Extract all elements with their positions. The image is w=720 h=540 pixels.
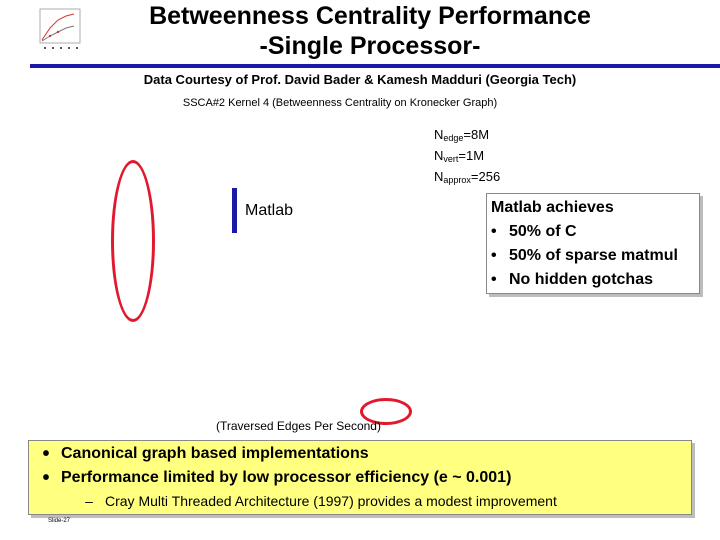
highlight-oval-bottom <box>360 398 412 425</box>
slide-title-line-1: Betweenness Centrality Performance <box>149 2 591 30</box>
data-courtesy-text: Data Courtesy of Prof. David Bader & Kam… <box>143 72 577 87</box>
param-approx: Napprox=256 <box>434 169 501 185</box>
param-edge: Nedge=8M <box>434 127 490 143</box>
callout-item: • 50% of sparse matmul <box>491 247 678 264</box>
summary-point: • Performance limited by low processor ef… <box>42 467 512 489</box>
param-vert: Nvert=1M <box>434 148 485 164</box>
slide-number: Slide-27 <box>48 518 71 524</box>
matlab-bar <box>232 188 237 233</box>
x-axis-label: (Traversed Edges Per Second) <box>216 419 381 433</box>
matlab-callout-box: Matlab achieves • 50% of C • 50% of sparse… <box>486 193 700 294</box>
graph-parameters: Nedge=8M Nvert=1M Napprox=256 <box>434 126 500 189</box>
summary-subpoint: – Cray Multi Threaded Architecture (1997)… <box>85 493 557 509</box>
callout-heading: Matlab achieves <box>491 199 614 216</box>
summary-point: • Canonical graph based implementations <box>42 443 369 465</box>
highlight-oval-left <box>111 160 155 322</box>
logo-thumbnail-chart <box>32 6 82 52</box>
summary-box: • Canonical graph based implementations •… <box>28 440 692 515</box>
slide-title-line-2: -Single Processor- <box>259 32 481 60</box>
title-divider <box>30 64 720 68</box>
callout-item: • 50% of C <box>491 223 577 240</box>
callout-item: • No hidden gotchas <box>491 271 653 288</box>
chart-subtitle: SSCA#2 Kernel 4 (Betweenness Centrality … <box>182 97 498 109</box>
matlab-label: Matlab <box>245 202 294 219</box>
